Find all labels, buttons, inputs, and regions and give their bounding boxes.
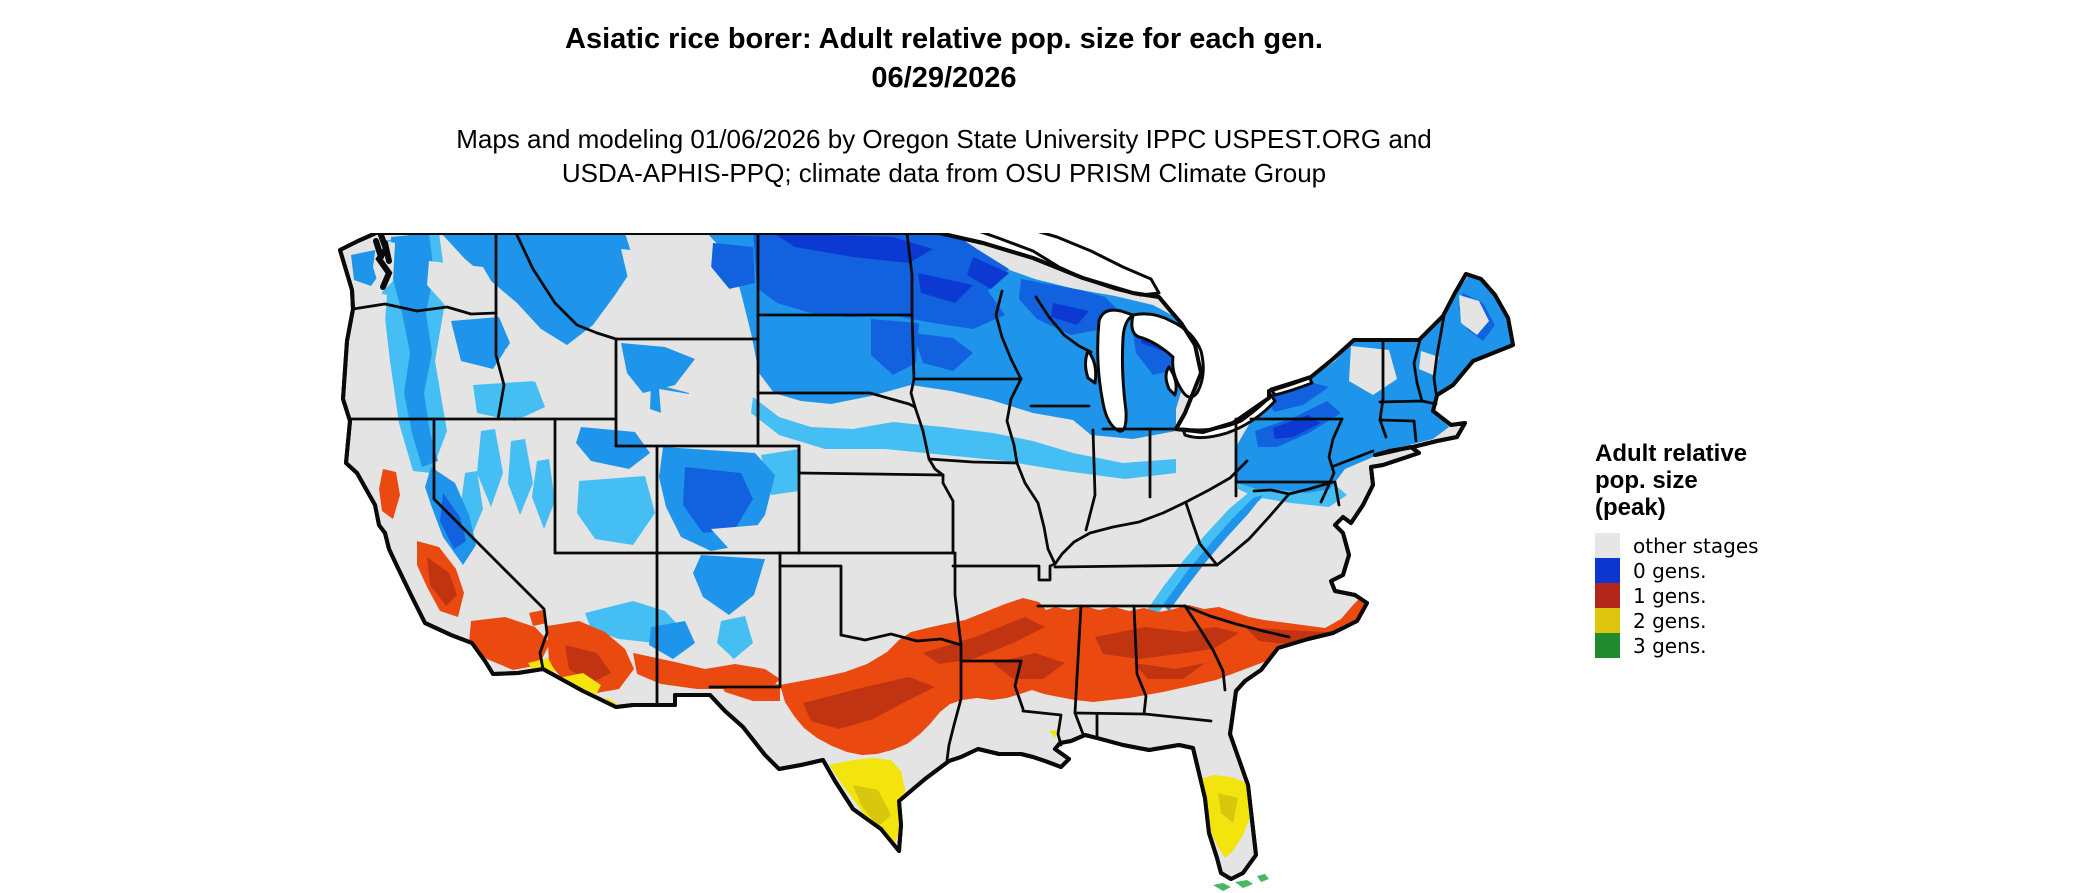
lake-michigan bbox=[1096, 308, 1135, 433]
map-attribution-line1: Maps and modeling 01/06/2026 by Oregon S… bbox=[456, 124, 1432, 154]
map-attribution-line2: USDA-APHIS-PPQ; climate data from OSU PR… bbox=[561, 158, 1327, 188]
legend-title-line1: Adult relative bbox=[1595, 440, 1748, 467]
map-region-3-gens-keys bbox=[1213, 874, 1269, 891]
legend-label: other stages bbox=[1633, 533, 1759, 558]
map-attribution: Maps and modeling 01/06/2026 by Oregon S… bbox=[456, 122, 1432, 190]
legend-item-other-stages: other stages bbox=[1595, 533, 1759, 558]
puget-sound bbox=[373, 233, 393, 290]
saginaw-bay bbox=[1164, 365, 1178, 397]
legend: Adult relative pop. size (peak) other st… bbox=[1595, 440, 1759, 658]
legend-swatch-other-stages bbox=[1595, 533, 1620, 558]
legend-item-0-gens: 0 gens. bbox=[1595, 558, 1759, 583]
legend-title: Adult relative pop. size (peak) bbox=[1595, 440, 1759, 521]
legend-swatch-3-gens bbox=[1595, 633, 1620, 658]
us-map bbox=[338, 233, 1515, 891]
legend-item-1-gens: 1 gens. bbox=[1595, 583, 1759, 608]
map-region-2-gens-dark bbox=[853, 785, 1238, 827]
legend-swatch-1-gens bbox=[1595, 583, 1620, 608]
legend-label: 2 gens. bbox=[1633, 608, 1707, 633]
legend-swatch-0-gens bbox=[1595, 558, 1620, 583]
legend-title-line3: (peak) bbox=[1595, 494, 1666, 521]
legend-rows: other stages 0 gens. 1 gens. 2 gens. 3 g… bbox=[1595, 533, 1759, 658]
state-borders bbox=[348, 233, 1446, 762]
lake-superior bbox=[979, 233, 1161, 297]
map-region-0-gens-mid bbox=[351, 233, 1512, 659]
map-title-line1: Asiatic rice borer: Adult relative pop. … bbox=[565, 23, 1323, 55]
legend-item-3-gens: 3 gens. bbox=[1595, 633, 1759, 658]
legend-swatch-2-gens bbox=[1595, 608, 1620, 633]
map-region-1-gens-dark bbox=[427, 557, 1355, 729]
map-title-date: 06/29/2026 bbox=[871, 62, 1017, 94]
legend-label: 1 gens. bbox=[1633, 583, 1707, 608]
legend-label: 3 gens. bbox=[1633, 633, 1707, 658]
legend-title-line2: pop. size bbox=[1595, 467, 1698, 494]
great-lakes bbox=[979, 233, 1314, 440]
legend-label: 0 gens. bbox=[1633, 558, 1707, 583]
map-title: Asiatic rice borer: Adult relative pop. … bbox=[565, 20, 1323, 98]
legend-item-2-gens: 2 gens. bbox=[1595, 608, 1759, 633]
lake-huron bbox=[1130, 312, 1205, 399]
green-bay bbox=[1084, 349, 1098, 385]
